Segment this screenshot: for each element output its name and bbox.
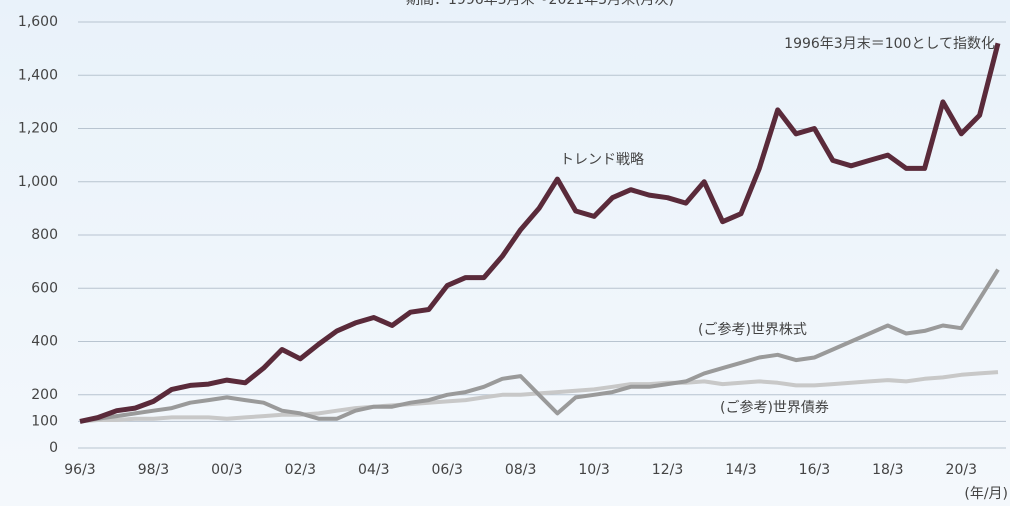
series-label: トレンド戦略 [560, 152, 644, 168]
y-tick-label: 1,000 [18, 174, 58, 190]
series-label: (ご参考)世界債券 [720, 399, 829, 416]
x-tick-label: 06/3 [431, 462, 462, 478]
chart-title: 期間：1996年3月末～2021年3月末(月次) [406, 0, 674, 8]
x-tick-label: 00/3 [211, 462, 242, 478]
y-tick-label: 600 [31, 280, 58, 296]
annotation: 1996年3月末＝100として指数化 [784, 36, 995, 52]
x-tick-label: 96/3 [64, 462, 95, 478]
x-tick-label: 04/3 [358, 462, 389, 478]
y-tick-label: 1,200 [18, 121, 58, 137]
x-tick-label: 10/3 [578, 462, 609, 478]
y-tick-label: 1,400 [18, 67, 58, 83]
x-tick-label: 98/3 [138, 462, 169, 478]
x-tick-label: 16/3 [799, 462, 830, 478]
y-tick-label: 200 [31, 387, 58, 403]
x-tick-label: 02/3 [285, 462, 316, 478]
y-tick-label: 0 [49, 440, 58, 456]
y-tick-label: 100 [31, 413, 58, 429]
y-tick-label: 400 [31, 334, 58, 350]
line-series [79, 42, 1001, 424]
x-tick-label: 20/3 [946, 462, 977, 478]
x-tick-label: 18/3 [872, 462, 903, 478]
series-label: (ご参考)世界株式 [698, 321, 807, 338]
axis-unit: (年/月) [964, 486, 1008, 502]
x-tick-label: 12/3 [652, 462, 683, 478]
x-tick-label: 08/3 [505, 462, 536, 478]
line-series [79, 268, 1000, 424]
x-tick-label: 14/3 [725, 462, 756, 478]
y-tick-label: 1,600 [18, 14, 58, 30]
y-tick-label: 800 [31, 227, 58, 243]
